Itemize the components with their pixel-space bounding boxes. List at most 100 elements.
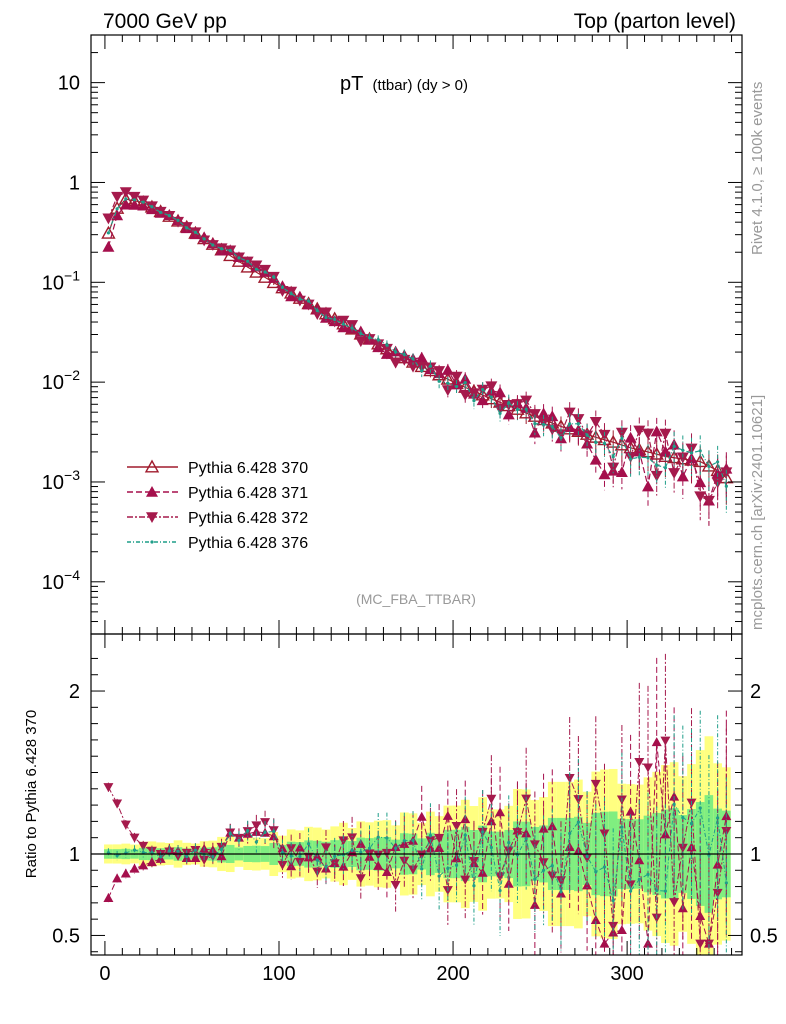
legend: Pythia 6.428 370 Pythia 6.428 371 Pythia 6… <box>127 459 308 552</box>
ratio-marker <box>390 881 401 891</box>
ratio-marker <box>138 841 149 851</box>
ratio-marker <box>277 843 288 853</box>
legend-label: Pythia 6.428 371 <box>188 485 308 502</box>
point-marker <box>450 371 463 383</box>
ratio-marker <box>338 836 349 846</box>
point-marker <box>507 401 511 405</box>
point-marker <box>354 336 367 348</box>
ratio-marker <box>294 842 305 852</box>
point-marker <box>385 343 389 347</box>
point-marker <box>624 431 637 443</box>
point-marker <box>642 480 655 492</box>
ratio-marker <box>185 855 189 859</box>
point-marker <box>707 464 711 468</box>
ratio-marker <box>442 810 453 820</box>
ratio-marker <box>411 838 415 843</box>
point-marker <box>598 468 611 480</box>
ratio-marker <box>646 872 650 876</box>
ratio-marker <box>611 898 615 903</box>
ratio-marker <box>373 860 384 870</box>
ratio-marker <box>669 898 680 908</box>
point-marker <box>494 386 507 398</box>
ratio-marker <box>298 854 302 859</box>
point-marker <box>498 411 502 415</box>
point-marker <box>150 205 154 209</box>
point-marker <box>333 317 337 322</box>
point-marker <box>193 230 198 234</box>
ratio-marker <box>254 840 258 844</box>
point-marker <box>642 428 655 440</box>
series-line <box>107 198 727 487</box>
ratio-marker <box>280 850 285 854</box>
ratio-marker <box>272 829 276 834</box>
ratio-marker <box>408 865 419 875</box>
y-tick-exp: −2 <box>64 367 80 383</box>
point-marker <box>237 256 241 260</box>
ratio-line <box>108 802 727 901</box>
point-marker <box>111 209 124 221</box>
ratio-frame <box>90 633 743 956</box>
ratio-marker <box>616 924 627 934</box>
point-marker <box>167 214 171 218</box>
ratio-marker <box>507 841 511 845</box>
point-marker <box>485 381 498 393</box>
point-marker <box>659 428 672 440</box>
y-tick-label-ratio: 1 <box>69 844 80 866</box>
point-marker <box>441 385 454 397</box>
y-tick-exp: −4 <box>64 567 80 583</box>
point-marker <box>293 295 306 307</box>
point-marker <box>211 243 215 247</box>
point-marker <box>433 366 446 377</box>
point-marker <box>389 357 402 369</box>
ratio-marker <box>594 870 598 874</box>
point-marker <box>350 326 354 330</box>
y-tick-label-ratio-right: 2 <box>750 681 761 703</box>
point-marker <box>681 448 685 452</box>
y-tick-base: 10 <box>42 272 64 294</box>
ratio-marker <box>306 842 311 846</box>
x-tick-label: 100 <box>262 963 295 985</box>
ratio-marker <box>590 779 601 789</box>
ratio-marker <box>533 877 537 881</box>
point-marker <box>319 307 332 319</box>
ratio-marker <box>150 850 154 855</box>
point-marker <box>202 237 206 241</box>
point-marker <box>698 449 702 453</box>
point-marker <box>659 445 672 457</box>
point-marker <box>315 309 319 313</box>
ratio-marker <box>590 914 601 924</box>
ratio-marker <box>394 846 398 850</box>
ratio-marker <box>576 820 580 824</box>
point-marker <box>185 226 189 230</box>
ratio-marker <box>190 853 201 863</box>
point-marker <box>454 384 459 389</box>
point-marker <box>102 213 115 225</box>
point-marker <box>437 379 441 383</box>
ratio-marker <box>219 847 224 852</box>
ratio-marker <box>347 833 358 843</box>
point-marker <box>559 436 563 440</box>
ratio-marker <box>320 843 331 853</box>
ratio-marker <box>481 830 485 834</box>
point-marker <box>128 198 141 210</box>
point-marker <box>689 451 694 455</box>
ratio-marker <box>695 939 706 949</box>
legend-label: Pythia 6.428 372 <box>188 510 308 527</box>
point-marker <box>611 455 615 459</box>
ratio-marker <box>689 821 694 826</box>
point-marker <box>446 381 450 385</box>
ratio-marker <box>167 849 171 853</box>
ratio-marker <box>359 850 363 854</box>
ratio-marker <box>228 831 232 836</box>
point-marker <box>649 446 664 460</box>
ratio-marker <box>315 858 319 862</box>
ratio-marker <box>129 833 140 843</box>
series-s376-ratio <box>106 710 728 955</box>
point-marker <box>724 484 728 488</box>
point-marker <box>481 387 485 392</box>
point-marker <box>250 260 263 272</box>
point-marker <box>128 191 141 203</box>
ratio-marker <box>573 795 584 805</box>
legend-marker <box>146 486 158 497</box>
